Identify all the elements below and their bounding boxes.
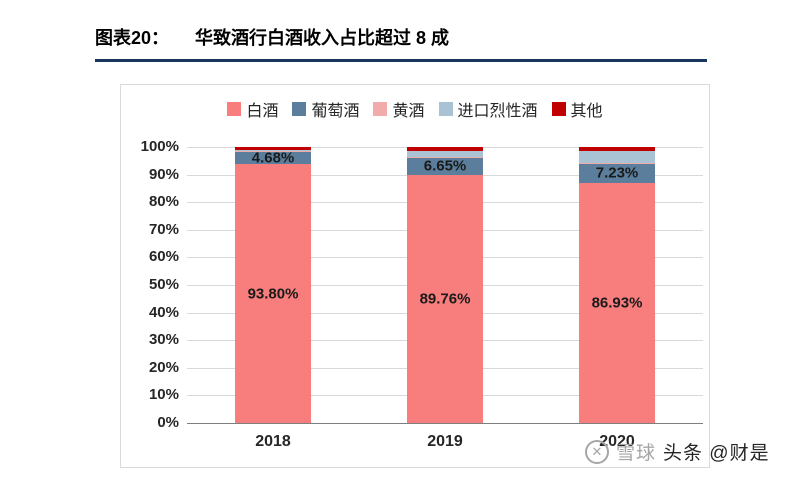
legend-swatch	[227, 102, 242, 116]
legend-label: 进口烈性酒	[457, 103, 538, 120]
legend-label: 葡萄酒	[311, 103, 360, 120]
legend-item: 进口烈性酒	[438, 97, 538, 121]
bar-segment	[579, 151, 655, 163]
legend-swatch	[373, 102, 388, 116]
chart-area: 白酒 葡萄酒 黄酒 进口烈性酒 其他 0% 10% 20% 30% 40% 50% 60% 70% 80…	[120, 84, 710, 468]
x-axis-line	[187, 423, 703, 424]
y-tick-label: 50%	[148, 276, 179, 293]
bar-segment: 89.76%	[407, 175, 483, 423]
y-tick-label: 100%	[140, 138, 179, 155]
bar-segment	[579, 147, 655, 152]
stacked-bar-2018: 93.80% 4.68%	[235, 147, 311, 423]
legend-label: 黄酒	[392, 103, 425, 120]
x-tick-label: 2020	[599, 433, 635, 450]
legend-swatch	[551, 102, 566, 116]
data-label: 4.68%	[251, 149, 295, 167]
watermark-xueqiu-text: 雪球	[616, 443, 657, 464]
data-label: 93.80%	[247, 285, 299, 303]
legend-label: 其他	[570, 103, 603, 120]
chart-number-label: 图表20：	[95, 28, 170, 48]
xueqiu-logo-icon: ✕	[585, 439, 609, 464]
legend-label: 白酒	[246, 103, 279, 120]
plot-area: 0% 10% 20% 30% 40% 50% 60% 70% 80% 90% 100% 93.80% 4…	[141, 138, 703, 450]
legend-item: 黄酒	[373, 97, 425, 121]
page-title: 华致酒行白酒收入占比超过 8 成	[195, 28, 450, 48]
header-divider	[95, 59, 707, 62]
legend-swatch	[292, 102, 307, 116]
watermark: ✕ 雪球 头条 @财是	[585, 438, 770, 465]
bar-segment	[235, 147, 311, 150]
bar-segment	[235, 149, 311, 151]
data-label: 6.65%	[423, 157, 467, 175]
y-tick-label: 30%	[148, 331, 179, 349]
data-label: 86.93%	[591, 294, 643, 312]
bar-segment: 86.93%	[579, 183, 655, 423]
x-tick-label: 2018	[255, 433, 291, 450]
bar-segment: 6.65%	[407, 156, 483, 176]
bar-segment	[407, 147, 483, 151]
watermark-toutiao-text: 头条 @财是	[663, 443, 770, 464]
bar-segment: 93.80%	[235, 164, 311, 423]
chart-header-row: 图表20： 华致酒行白酒收入占比超过 8 成	[95, 24, 707, 50]
chart-legend: 白酒 葡萄酒 黄酒 进口烈性酒 其他	[121, 97, 709, 121]
chart-header: 图表20： 华致酒行白酒收入占比超过 8 成	[95, 24, 707, 62]
bar-segment: 7.23%	[579, 163, 655, 184]
stacked-bar-2019: 89.76% 6.65%	[407, 147, 483, 423]
legend-item: 葡萄酒	[292, 97, 359, 121]
bar-segment	[579, 162, 655, 164]
y-tick-label: 0%	[157, 414, 179, 431]
bar-segment	[407, 150, 483, 157]
y-tick-label: 10%	[148, 386, 179, 404]
legend-item: 其他	[551, 97, 603, 121]
y-tick-label: 40%	[148, 303, 179, 321]
y-tick-label: 20%	[148, 358, 179, 376]
legend-item: 白酒	[227, 97, 278, 121]
y-tick-label: 70%	[148, 220, 179, 238]
data-label: 7.23%	[595, 164, 639, 182]
x-tick-label: 2019	[427, 433, 463, 450]
legend-swatch	[438, 102, 453, 116]
y-tick-label: 80%	[148, 193, 179, 211]
stacked-bar-2020: 86.93% 7.23%	[579, 147, 655, 423]
y-tick-label: 60%	[148, 248, 179, 266]
y-tick-label: 90%	[148, 165, 179, 183]
bar-segment: 4.68%	[235, 149, 311, 167]
data-label: 89.76%	[419, 290, 471, 308]
